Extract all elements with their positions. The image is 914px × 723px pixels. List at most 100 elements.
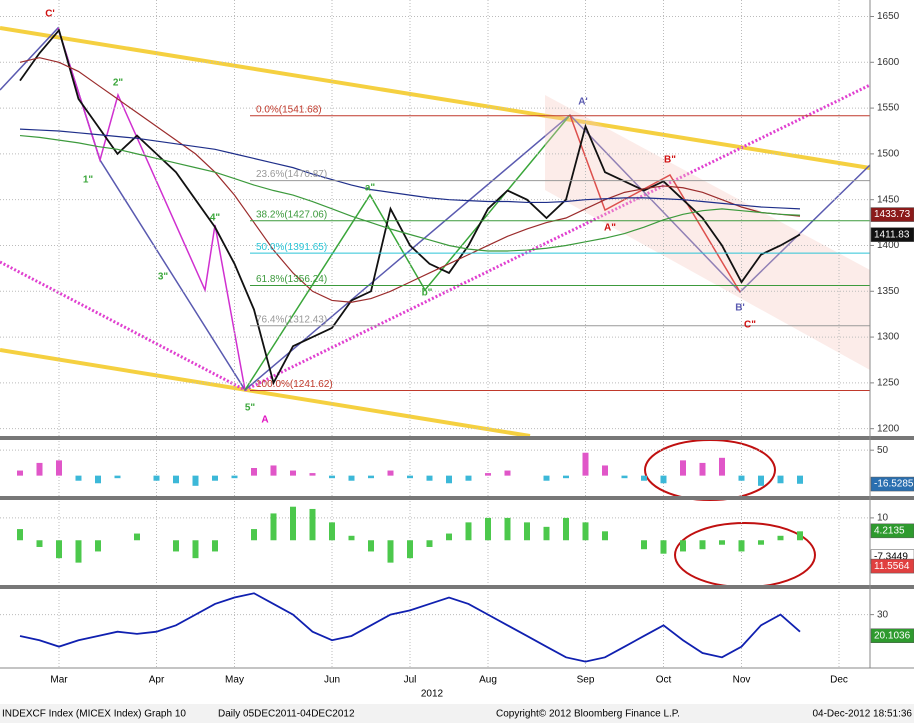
histogram-bar (387, 470, 394, 476)
wave-label: B" (664, 155, 676, 166)
histogram-bar (543, 475, 550, 481)
histogram-bar (777, 535, 784, 541)
series-line (19, 28, 801, 386)
histogram-bar (36, 540, 43, 547)
histogram-bar (368, 475, 374, 479)
y-tick-label: 1200 (877, 423, 900, 434)
histogram-bar (699, 462, 706, 476)
wave-label: 2" (113, 78, 124, 89)
histogram-bar (134, 533, 140, 541)
histogram-bar (407, 540, 413, 559)
histogram-bar (797, 475, 803, 484)
y-tick-label: 1450 (877, 194, 900, 205)
last-value-label: 4.2135 (874, 525, 905, 536)
histogram-bar (348, 535, 355, 541)
footer-copyright: Copyright© 2012 Bloomberg Finance L.P. (496, 709, 680, 720)
histogram-bar (563, 475, 569, 479)
last-value-label: 20.1036 (874, 630, 911, 641)
histogram-bar (485, 517, 491, 541)
fib-label: 38.2%(1427.06) (256, 209, 327, 220)
histogram-bar (680, 460, 686, 476)
histogram-bar (270, 513, 277, 541)
last-value-box (870, 558, 914, 574)
histogram-bar (212, 540, 218, 552)
x-tick-label: May (225, 675, 244, 686)
fib-label: 76.4%(1312.43) (256, 314, 327, 325)
histogram-bar (680, 540, 686, 552)
histogram-bar (699, 540, 706, 550)
x-tick-label: Dec (830, 675, 848, 686)
last-value-box (870, 523, 914, 539)
plot-layer: Mar Apr May Jun Jul Aug Sep Oct Nov Dec 1200 1250 13… (0, 0, 914, 686)
x-tick-label: Nov (733, 675, 751, 686)
fib-label: 61.8%(1356.24) (256, 274, 327, 285)
series-line (19, 128, 801, 210)
histogram-bar (56, 540, 62, 559)
lower-channel (0, 348, 531, 438)
histogram-bar (36, 462, 43, 476)
wave-label: 1" (83, 175, 94, 186)
histogram-bar (602, 531, 608, 541)
histogram-bar (17, 529, 23, 541)
x-tick-label: Aug (479, 675, 497, 686)
histogram-bar (368, 540, 374, 552)
last-value-box (870, 207, 914, 222)
footer-ticker: INDEXCF Index (MICEX Index) Graph 10 (2, 709, 186, 720)
histogram-bar (290, 506, 296, 541)
last-value-label: 1433.73 (874, 209, 911, 220)
histogram-bar (660, 475, 667, 484)
year-label: 2012 (421, 689, 444, 700)
histogram-bar (231, 475, 238, 479)
histogram-bar (173, 475, 179, 484)
panel-borders (0, 0, 914, 669)
wave-magenta (57, 27, 246, 391)
y-tick-label: 1650 (877, 11, 900, 22)
histogram-bar (641, 475, 647, 481)
y-tick-label: 1550 (877, 103, 900, 114)
histogram-bar (212, 475, 218, 481)
fib-label: 50.0%(1391.65) (256, 242, 327, 253)
histogram-bar (407, 475, 413, 479)
histogram-bar (660, 540, 667, 554)
wave-label: b" (422, 288, 433, 299)
histogram-bar (446, 533, 452, 541)
y-tick-label: 1600 (877, 57, 900, 68)
x-tick-label: Oct (656, 675, 672, 686)
y-tick-label: 1500 (877, 149, 900, 160)
histogram-bar (95, 475, 101, 484)
wave-label: C" (744, 320, 756, 331)
histogram-bar (75, 540, 82, 563)
wave-label: A' (578, 97, 588, 108)
oscillator-line (19, 592, 801, 663)
wave-label: 4" (210, 213, 221, 224)
histogram-bar (309, 473, 316, 476)
histogram-bar (56, 460, 62, 476)
wave-label: A (261, 415, 268, 426)
x-tick-label: Jun (324, 675, 340, 686)
x-tick-label: Apr (149, 675, 165, 686)
upper-channel (0, 26, 871, 170)
histogram-bar (192, 475, 199, 486)
y-tick-label: 50 (877, 445, 889, 456)
panel-border (0, 436, 914, 440)
projection-band (545, 95, 870, 370)
y-tick-label: 1400 (877, 240, 900, 251)
histogram-bar (251, 529, 257, 541)
wave-red (569, 114, 741, 293)
histogram-bar (426, 540, 433, 547)
histogram-bar (485, 473, 491, 476)
histogram-bar (719, 540, 725, 545)
panel-border (0, 585, 914, 589)
footer-range: Daily 05DEC2011-04DEC2012 (218, 709, 355, 720)
histogram-bar (758, 540, 764, 545)
histogram-bar (251, 468, 257, 476)
histogram-bar (465, 475, 472, 481)
y-tick-label: 1300 (877, 332, 900, 343)
fib-label: 100.0%(1241.62) (256, 379, 333, 390)
last-value-label: 11.5564 (874, 561, 910, 572)
histogram-bar (602, 465, 608, 476)
histogram-bar (309, 508, 316, 541)
histogram-bar (329, 522, 335, 541)
histogram-bar (95, 540, 101, 552)
x-tick-label: Sep (577, 675, 595, 686)
